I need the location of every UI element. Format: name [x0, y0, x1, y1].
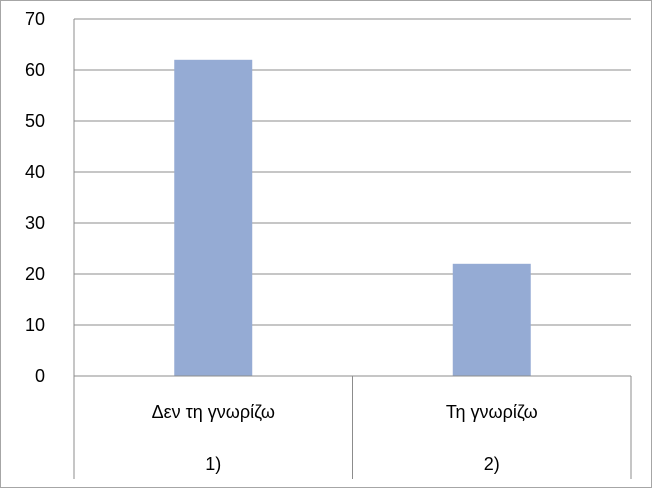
y-tick-label: 60: [25, 60, 45, 80]
y-tick-label: 50: [25, 111, 45, 131]
x-category-labels: Δεν τη γνωρίζω 1) Τη γνωρίζω 2): [152, 402, 538, 474]
y-tick-label: 20: [25, 264, 45, 284]
x-category-label: Δεν τη γνωρίζω: [152, 402, 275, 422]
y-tick-label: 10: [25, 315, 45, 335]
x-category-index: 1): [205, 454, 221, 474]
bar-2: [452, 263, 531, 376]
y-tick-label: 30: [25, 213, 45, 233]
y-tick-label: 70: [25, 9, 45, 29]
gridlines: [74, 18, 631, 326]
y-tick-labels: 0 10 20 30 40 50 60 70: [25, 9, 45, 386]
bar-1: [174, 59, 253, 377]
axes: [73, 19, 632, 479]
y-tick-label: 0: [35, 366, 45, 386]
y-tick-label: 40: [25, 162, 45, 182]
x-category-index: 2): [484, 454, 500, 474]
bars: [174, 59, 531, 377]
x-category-label: Τη γνωρίζω: [446, 402, 538, 422]
